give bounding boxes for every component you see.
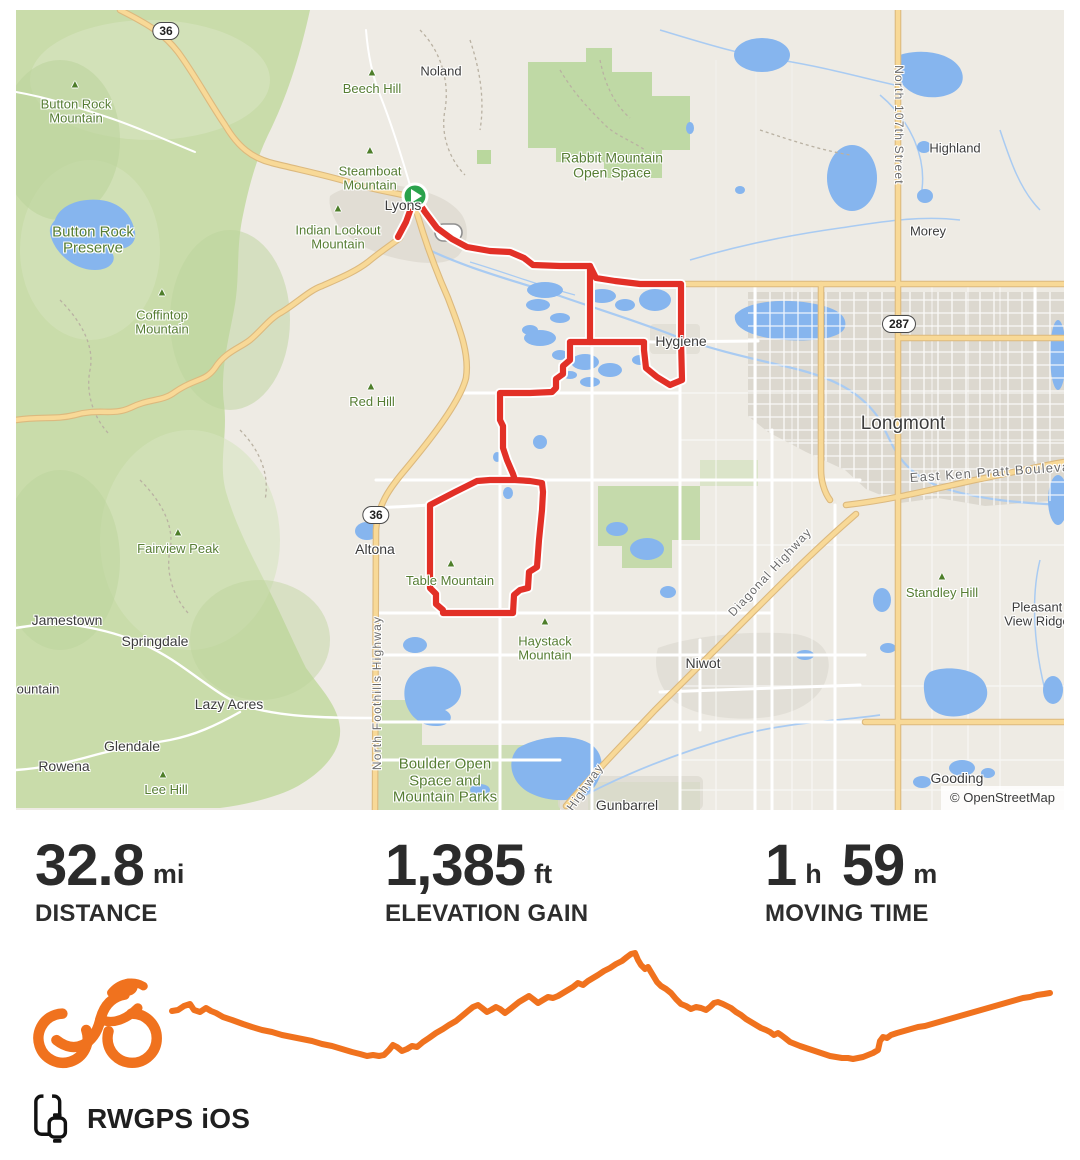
cyclist-logo-icon — [33, 978, 162, 1069]
time-hours-value: 1 — [765, 833, 797, 898]
trails — [59, 29, 851, 616]
elevation-value: 1,385 — [385, 833, 526, 898]
forest-area — [16, 10, 341, 808]
app-source-label: RWGPS iOS — [87, 1103, 251, 1134]
stat-distance: 32.8 mi DISTANCE — [35, 833, 185, 928]
distance-value: 32.8 — [35, 833, 145, 898]
time-minutes-value: 59 — [841, 833, 906, 898]
recorded-with: RWGPS iOS — [33, 1092, 250, 1146]
elevation-label: ELEVATION GAIN — [385, 899, 589, 927]
elevation-unit: ft — [534, 858, 553, 889]
stat-elevation-gain: 1,385 ft ELEVATION GAIN — [385, 833, 589, 928]
start-marker — [401, 182, 429, 210]
farm-grid — [680, 60, 1064, 810]
elevation-profile-sparkline — [169, 950, 1053, 1062]
distance-unit: mi — [152, 858, 185, 889]
route-map[interactable] — [16, 10, 1064, 810]
stat-moving-time: 1 h 59 m MOVING TIME — [765, 833, 938, 928]
highways — [16, 10, 1064, 810]
map-canvas — [16, 10, 1064, 810]
time-label: MOVING TIME — [765, 899, 929, 927]
urban-areas — [329, 183, 1064, 810]
time-hours-unit: h — [805, 858, 822, 889]
phone-watch-icon — [34, 1093, 68, 1143]
time-minutes-unit: m — [913, 858, 938, 889]
distance-label: DISTANCE — [35, 899, 158, 927]
